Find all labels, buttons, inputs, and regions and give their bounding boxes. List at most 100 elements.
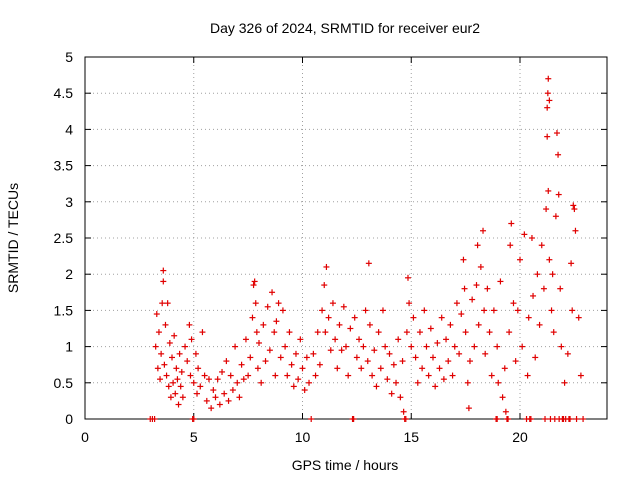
- data-point: [555, 191, 562, 198]
- data-point: [436, 365, 443, 372]
- data-point: [162, 321, 169, 328]
- data-point: [559, 416, 566, 422]
- data-point: [465, 405, 472, 412]
- data-point: [434, 339, 441, 346]
- data-point: [236, 394, 243, 401]
- data-point: [525, 314, 532, 321]
- y-axis-label: SRMTID / TECUs: [5, 183, 21, 293]
- data-point: [179, 394, 186, 401]
- data-point: [480, 227, 487, 234]
- data-point: [172, 390, 179, 397]
- x-tick-label: 5: [190, 429, 198, 445]
- data-point: [545, 75, 552, 82]
- data-point: [203, 397, 210, 404]
- data-point: [526, 416, 533, 422]
- data-point: [269, 289, 276, 296]
- data-point: [266, 347, 273, 354]
- y-tick-label: 2.5: [54, 230, 74, 246]
- data-point: [517, 256, 523, 263]
- data-point: [189, 416, 196, 422]
- data-point: [290, 383, 297, 390]
- data-point: [262, 358, 269, 365]
- data-point: [195, 365, 202, 372]
- data-point: [208, 405, 215, 412]
- data-point: [169, 354, 175, 361]
- data-point: [469, 296, 476, 303]
- data-point: [225, 397, 232, 404]
- data-point: [557, 285, 564, 292]
- data-point: [546, 97, 553, 104]
- data-point: [366, 321, 373, 328]
- y-tick-label: 1: [65, 339, 73, 355]
- data-point: [329, 300, 336, 307]
- data-point: [212, 394, 219, 401]
- data-point: [548, 307, 555, 314]
- data-point: [540, 285, 547, 292]
- data-point: [443, 336, 450, 343]
- data-point: [384, 376, 391, 383]
- data-point: [410, 314, 417, 321]
- data-point: [327, 347, 334, 354]
- data-point: [549, 271, 556, 278]
- data-point: [558, 343, 565, 350]
- data-point: [538, 242, 545, 249]
- data-point: [571, 206, 578, 213]
- data-point: [397, 394, 404, 401]
- data-point: [390, 361, 397, 368]
- data-point: [176, 350, 183, 357]
- x-tick-label: 15: [403, 429, 419, 445]
- data-point: [253, 329, 260, 336]
- data-point: [175, 401, 182, 408]
- data-point: [408, 343, 415, 350]
- x-tick-label: 20: [512, 429, 528, 445]
- data-point: [197, 383, 204, 390]
- data-point: [219, 368, 226, 375]
- data-point: [221, 390, 228, 397]
- data-point: [521, 231, 528, 238]
- data-point: [260, 321, 267, 328]
- data-point: [555, 151, 562, 158]
- data-point: [271, 329, 278, 336]
- data-point: [569, 307, 576, 314]
- data-point: [160, 278, 167, 285]
- data-point: [240, 376, 247, 383]
- data-point: [544, 104, 551, 111]
- y-tick-label: 4.5: [54, 85, 74, 101]
- data-point: [568, 260, 575, 267]
- data-point: [400, 408, 407, 415]
- data-point: [379, 307, 386, 314]
- data-point: [572, 227, 579, 234]
- data-point: [256, 339, 262, 346]
- y-tick-label: 0.5: [54, 375, 74, 391]
- data-point: [170, 379, 177, 386]
- data-point: [477, 263, 484, 270]
- data-point: [432, 383, 439, 390]
- data-point: [277, 354, 284, 361]
- data-point: [167, 394, 174, 401]
- data-point: [199, 329, 206, 336]
- data-point: [205, 376, 212, 383]
- data-point: [356, 336, 363, 343]
- data-point: [502, 408, 509, 415]
- data-point: [286, 329, 293, 336]
- data-point: [295, 376, 302, 383]
- data-point: [550, 329, 557, 336]
- data-point: [447, 321, 454, 328]
- data-point: [216, 401, 223, 408]
- data-point: [364, 358, 371, 365]
- data-point: [303, 354, 310, 361]
- data-point: [530, 292, 537, 299]
- data-point: [187, 372, 194, 379]
- data-point: [163, 372, 170, 379]
- data-point: [177, 383, 184, 390]
- data-point: [186, 321, 193, 328]
- data-point: [173, 365, 180, 372]
- data-point: [165, 383, 172, 390]
- y-tick-label: 4: [65, 121, 73, 137]
- data-point: [247, 354, 254, 361]
- data-point: [152, 343, 159, 350]
- data-point: [508, 220, 515, 227]
- data-point: [351, 314, 358, 321]
- data-point: [425, 372, 432, 379]
- data-point: [312, 372, 319, 379]
